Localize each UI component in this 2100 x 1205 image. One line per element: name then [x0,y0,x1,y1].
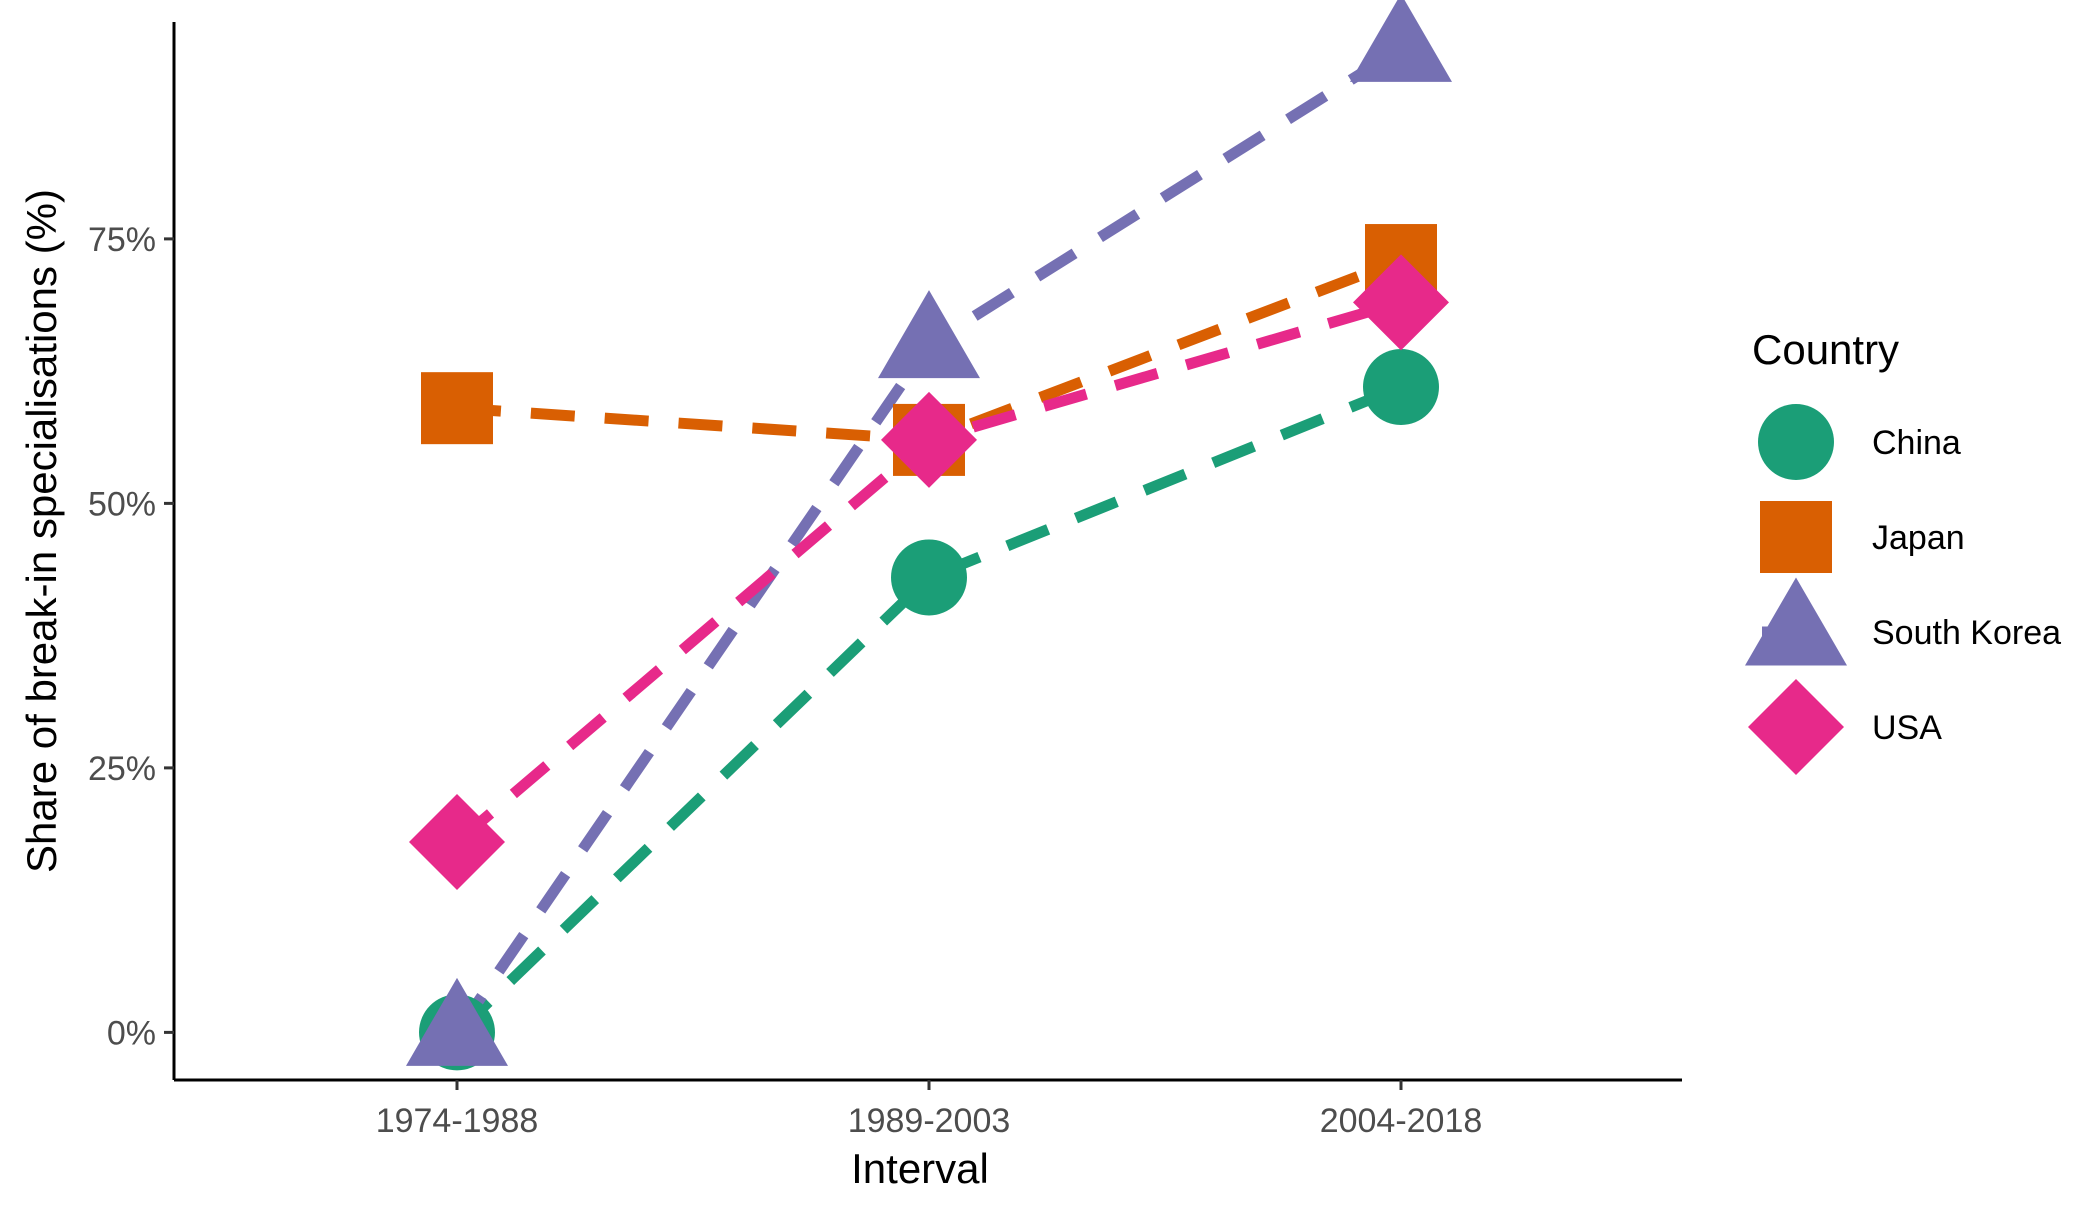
data-point-usa [881,391,977,488]
legend-label: China [1872,424,1961,462]
x-axis-title: Interval [851,1145,989,1192]
series-markers [406,0,1452,1071]
legend-item-usa: USA [1748,679,1942,775]
data-point-usa [409,793,505,890]
legend-item-china: China [1758,404,1961,480]
legend-label: USA [1872,709,1942,747]
legend-title: Country [1752,326,1899,373]
data-point-south-korea [406,977,508,1066]
data-point-japan [421,372,493,445]
legend-item-south-korea: South Korea [1745,577,2061,666]
axes: 0% 25% 50% 75% 1974-1988 1989-2003 2004-2018 In… [18,22,1682,1192]
data-point-south-korea [1350,0,1452,82]
legend-label: Japan [1872,519,1965,557]
x-tick-label: 2004-2018 [1320,1102,1483,1140]
legend-label: South Korea [1872,614,2061,652]
y-tick-label: 50% [88,485,156,523]
data-point-china [891,539,967,616]
x-tick-label: 1989-2003 [848,1102,1011,1140]
legend: Country China Japan South Korea USA [1745,326,2061,775]
y-tick-label: 25% [88,750,156,788]
legend-key-marker [1760,501,1832,573]
y-tick-label: 0% [107,1014,156,1052]
series-line-china [453,381,1404,1037]
x-tick-label: 1974-1988 [376,1102,539,1140]
y-axis-title: Share of break-in specialisations (%) [18,189,65,873]
y-tick-label: 75% [88,221,156,259]
data-point-usa [1353,254,1449,351]
legend-key-marker [1748,679,1844,775]
legend-key-marker [1758,404,1834,480]
data-point-south-korea [878,290,980,379]
legend-key-marker [1745,577,1847,666]
data-point-china [1363,349,1439,426]
legend-item-japan: Japan [1760,501,1965,573]
